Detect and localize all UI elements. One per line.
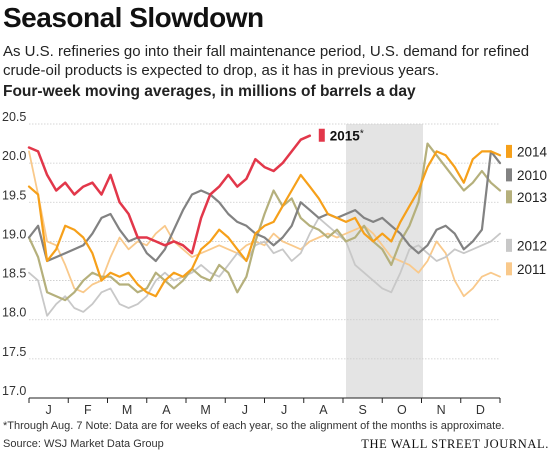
x-tick-label: J [242, 403, 248, 417]
legend-mark: * [360, 129, 364, 140]
chart-subtitle: As U.S. refineries go into their fall ma… [3, 43, 530, 79]
units-label: Four-week moving averages, in millions o… [3, 83, 416, 100]
x-tick-label: F [84, 403, 92, 417]
y-tick-label: 19.0 [2, 227, 26, 241]
chart-title: Seasonal Slowdown [3, 2, 264, 33]
x-tick-label: D [476, 403, 485, 417]
x-tick-label: A [319, 403, 328, 417]
y-tick-label: 19.5 [2, 188, 26, 202]
x-tick-label: M [122, 403, 132, 417]
y-tick-label: 17.0 [2, 384, 26, 398]
legend-swatch-2012 [506, 238, 512, 252]
publisher-logo: THE WALL STREET JOURNAL. [361, 437, 549, 451]
series-line-2014 [27, 150, 502, 298]
series-line-2015 [27, 134, 312, 255]
legend-label-2013: 2013 [517, 190, 547, 205]
legend-swatch-2014 [506, 144, 512, 158]
legend-swatch-2010 [506, 168, 512, 182]
x-tick-label: A [162, 403, 171, 417]
legend-swatch-2011 [506, 262, 512, 276]
y-tick-label: 18.5 [2, 267, 26, 281]
legend-label-2014: 2014 [517, 144, 548, 159]
axis-layer: 17.0 17.5 18.0 18.5 19.0 19.5 20.0 20.5 J F M A M J J A… [2, 110, 501, 417]
legend-label-2012: 2012 [517, 238, 547, 253]
series-line-2011 [28, 150, 501, 298]
x-tick-label: S [358, 403, 366, 417]
y-tick-label: 20.0 [2, 149, 26, 163]
x-tick-label: M [200, 403, 210, 417]
legend-label-2015: 2015* [330, 129, 364, 144]
series-layer [27, 134, 502, 317]
legend-label-2010: 2010 [517, 168, 547, 183]
legend-layer: 2015* 2014 2010 2013 2012 2011 [318, 128, 548, 277]
footnote: *Through Aug. 7 Note: Data are for weeks… [3, 420, 505, 432]
shaded-period-layer [346, 124, 424, 398]
x-tick-label: J [46, 403, 52, 417]
series-line-2012 [28, 217, 501, 317]
legend-label-2011: 2011 [517, 262, 546, 277]
series-line-2010 [27, 150, 502, 263]
x-tick-label: J [281, 403, 287, 417]
y-tick-label: 17.5 [2, 345, 26, 359]
legend-swatch-2015 [318, 128, 325, 142]
shaded-period [346, 124, 424, 398]
y-tick-label: 18.0 [2, 306, 26, 320]
x-tick-label: O [397, 403, 407, 417]
x-tick-label: N [437, 403, 446, 417]
source-line: Source: WSJ Market Data Group [3, 438, 164, 450]
legend-swatch-2013 [506, 190, 512, 204]
y-tick-label: 20.5 [2, 110, 26, 124]
